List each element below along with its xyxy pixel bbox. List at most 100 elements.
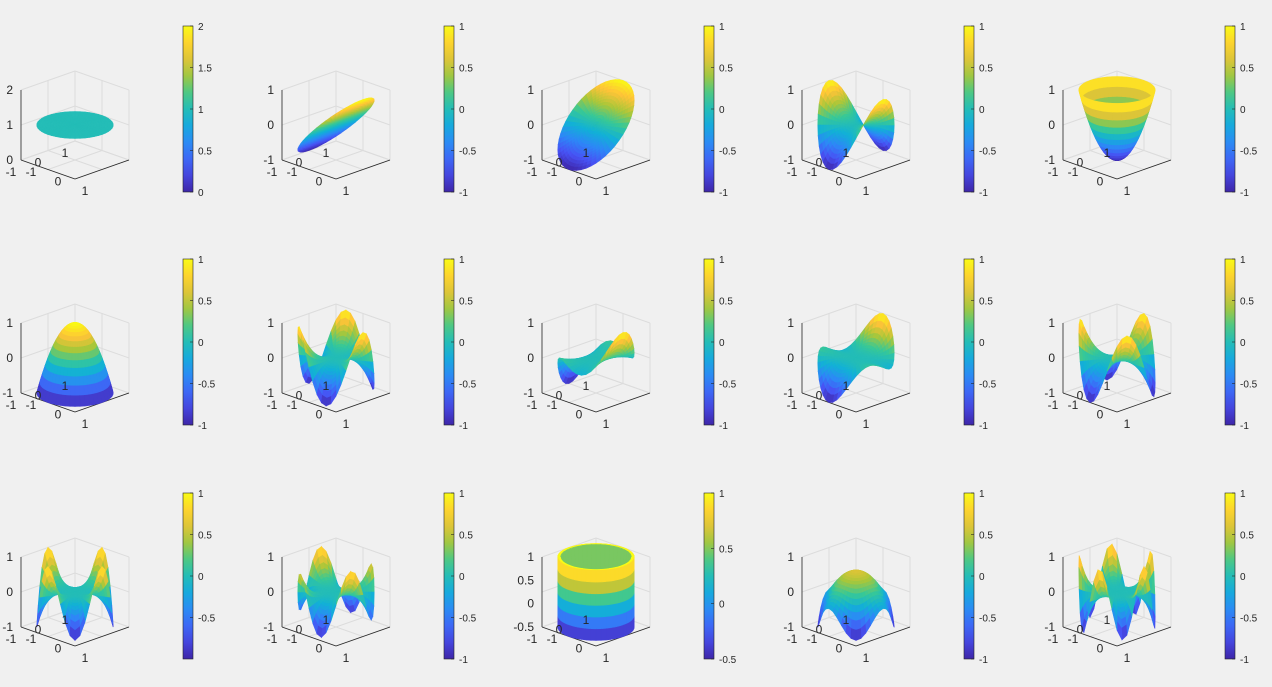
colorbar-tick-label: 1 (979, 22, 985, 33)
colorbar: -1 -0.5 0 0.5 1 (1224, 489, 1258, 666)
z-tick-label: 0 (787, 351, 794, 365)
subplot-panel: -1 0 1 -1 0 1 -1 0 1 -1 -0.5 0 0.5 1 (1042, 487, 1272, 687)
colorbar-tick-label: 0.5 (459, 64, 473, 75)
tick-labels: -101-101-101 (1044, 550, 1130, 665)
colorbar-tick-label: -0.5 (459, 614, 477, 625)
tick-labels: -101-101-101 (523, 316, 609, 431)
colorbar-tick-label: -0.5 (979, 147, 997, 158)
colorbar-tick-label: 0.5 (1240, 297, 1254, 308)
colorbar-tick-label: -1 (979, 188, 988, 199)
z-tick-label: 1 (6, 550, 13, 564)
z-tick-label: 0 (267, 118, 274, 132)
z-tick-label: 1 (527, 316, 534, 330)
y-tick-label: 1 (62, 379, 69, 393)
z-tick-label: -1 (523, 153, 534, 167)
subplot-panel: -1 0 1 -1 0 1 -1 0 1 -1 -0.5 0 0.5 1 (261, 20, 491, 220)
colorbar-tick-label: 0 (1240, 338, 1246, 349)
x-tick-label: 1 (863, 417, 870, 431)
z-tick-label: -1 (1044, 620, 1055, 634)
z-tick-label: 1 (527, 83, 534, 97)
axis-lines (20, 90, 130, 180)
x-tick-label: 0 (1097, 175, 1104, 189)
subplot-panel: -1 0 1 -1 0 1 -1 0 1 -1 -0.5 0 0.5 1 (261, 487, 491, 687)
tick-labels: -101-101-101 (2, 550, 88, 665)
x-tick-label: 0 (1097, 408, 1104, 422)
colorbar-tick-label: 0.5 (198, 147, 212, 158)
colorbar-tick-label: 0 (198, 188, 204, 199)
y-tick-label: 1 (323, 613, 330, 627)
z-tick-label: 1 (1048, 83, 1055, 97)
surface-plot: -101-101-101 -1-0.500.51 (263, 22, 477, 199)
x-tick-label: 0 (316, 175, 323, 189)
x-tick-label: 1 (603, 184, 610, 198)
y-tick-label: -1 (6, 632, 17, 646)
colorbar: -1 -0.5 0 0.5 1 (703, 22, 737, 199)
surface-plot: -101-101-101 -1-0.500.51 (783, 489, 996, 666)
colorbar-tick-label: -1 (1240, 655, 1249, 666)
y-tick-label: 0 (556, 156, 563, 170)
y-tick-label: -1 (267, 165, 278, 179)
x-tick-label: 0 (576, 642, 583, 656)
x-tick-label: 1 (343, 651, 350, 665)
surface-mesh (557, 331, 635, 385)
x-tick-label: 1 (82, 184, 89, 198)
colorbar-tick-label: 0 (979, 338, 985, 349)
x-tick-label: -1 (287, 632, 298, 646)
axis-lines (1062, 90, 1172, 180)
colorbar-tick-label: 0 (1240, 572, 1246, 583)
colorbar-tick-label: 0 (719, 338, 725, 349)
z-tick-label: 1 (527, 550, 534, 564)
x-tick-label: -1 (287, 165, 298, 179)
y-tick-label: 1 (1104, 613, 1111, 627)
colorbar: -1 -0.5 0 0.5 1 (703, 255, 737, 432)
x-tick-label: -1 (807, 165, 818, 179)
colorbar-tick-label: 0 (719, 105, 725, 116)
subplot-panel: -1 0 1 -1 0 1 -1 0 1 -1 -0.5 0 0.5 1 (1042, 20, 1272, 220)
colorbar-tick-label: -0.5 (1240, 147, 1258, 158)
surface-mesh (1078, 312, 1156, 404)
z-tick-label: 0 (787, 118, 794, 132)
colorbar-tick-label: 1 (1240, 255, 1246, 266)
subplot-panel: -1 0 1 -1 0 1 -1 0 1 -1 -0.5 0 0.5 1 (1042, 253, 1272, 453)
x-tick-label: -1 (287, 398, 298, 412)
colorbar-tick-label: -0.5 (459, 147, 477, 158)
x-tick-label: 0 (55, 642, 62, 656)
tick-labels: -101-101-101 (783, 83, 869, 198)
x-tick-label: -1 (807, 398, 818, 412)
colorbar-tick-label: 1 (719, 489, 725, 500)
surface-plot: -101-101-101 -1-0.500.51 (523, 22, 737, 199)
tick-labels: -101-101-101 (1044, 316, 1130, 431)
z-tick-label: 1 (787, 550, 794, 564)
colorbar-tick-label: -0.5 (719, 380, 737, 391)
y-tick-label: 0 (35, 156, 42, 170)
colorbar-tick-label: 1 (979, 489, 985, 500)
surface-plot: -101-101-101 -1-0.500.51 (1044, 255, 1257, 432)
surface-plot: -101-101-101 -1-0.500.51 (783, 22, 997, 199)
z-tick-label: 0 (1048, 351, 1055, 365)
colorbar-tick-label: -1 (719, 188, 728, 199)
colorbar-tick-label: 1 (459, 489, 465, 500)
surface-mesh (557, 79, 635, 171)
y-tick-label: 1 (843, 146, 850, 160)
x-tick-label: 0 (836, 642, 843, 656)
colorbar-tick-label: 0 (198, 338, 204, 349)
colorbar-tick-label: -1 (1240, 188, 1249, 199)
colorbar-tick-label: 0 (1240, 105, 1246, 116)
colorbar-tick-label: -1 (459, 188, 468, 199)
z-tick-label: 1 (6, 118, 13, 132)
colorbar-tick-label: -0.5 (719, 655, 737, 666)
y-tick-label: -1 (787, 632, 798, 646)
z-tick-label: 2 (6, 83, 13, 97)
x-tick-label: 0 (316, 642, 323, 656)
x-tick-label: -1 (547, 632, 558, 646)
colorbar-tick-label: 0.5 (979, 297, 993, 308)
colorbar-tick-label: 1 (198, 255, 204, 266)
y-tick-label: 0 (296, 623, 303, 637)
x-tick-label: 1 (82, 417, 89, 431)
y-tick-label: 0 (1077, 389, 1084, 403)
tick-labels: -101-101-101 (2, 316, 88, 431)
x-tick-label: -1 (26, 632, 37, 646)
y-tick-label: 0 (556, 623, 563, 637)
colorbar-tick-label: 0 (459, 572, 465, 583)
y-tick-label: 0 (1077, 156, 1084, 170)
